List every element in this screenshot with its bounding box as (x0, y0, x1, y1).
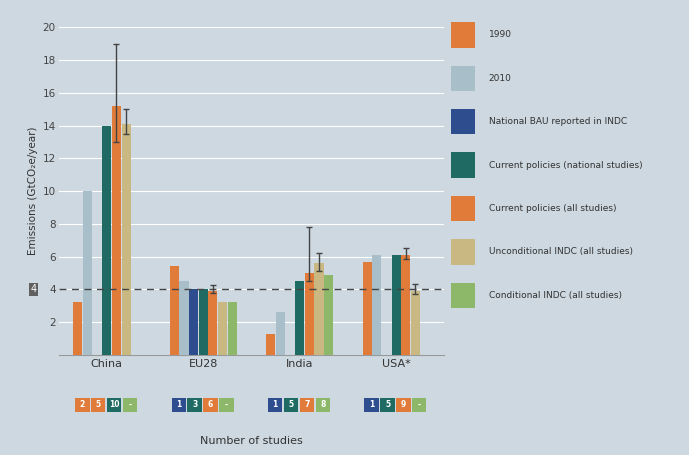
Text: 2010: 2010 (489, 74, 512, 83)
Text: 10: 10 (109, 400, 119, 410)
Bar (451, 152, 475, 178)
Bar (372, 255, 382, 355)
Bar (391, 255, 401, 355)
Bar (169, 267, 179, 355)
Bar (179, 281, 189, 355)
Text: -: - (128, 400, 132, 410)
Text: 1: 1 (369, 400, 374, 410)
Bar (102, 126, 112, 355)
Bar (121, 124, 131, 355)
Text: 4: 4 (30, 284, 37, 294)
Text: 4: 4 (462, 284, 469, 294)
Bar (451, 109, 475, 135)
Text: Conditional INDC (all studies): Conditional INDC (all studies) (489, 291, 621, 300)
Bar (314, 263, 324, 355)
Bar (189, 289, 198, 355)
Text: Current policies (national studies): Current policies (national studies) (489, 161, 642, 170)
Bar (266, 334, 276, 355)
Bar (83, 191, 92, 355)
Bar (451, 66, 475, 91)
Text: Number of studies: Number of studies (200, 435, 303, 445)
Text: 1: 1 (176, 400, 181, 410)
Bar (208, 291, 218, 355)
Text: 5: 5 (96, 400, 101, 410)
Text: 9: 9 (401, 400, 406, 410)
Text: Current policies (all studies): Current policies (all studies) (489, 204, 616, 213)
Text: 7: 7 (305, 400, 309, 410)
Text: National BAU reported in INDC: National BAU reported in INDC (489, 117, 627, 126)
Bar (411, 291, 420, 355)
Bar (451, 283, 475, 308)
Text: 1: 1 (273, 400, 278, 410)
Bar (401, 255, 411, 355)
Bar (218, 303, 227, 355)
Text: 3: 3 (192, 400, 197, 410)
Text: 8: 8 (320, 400, 325, 410)
Bar (324, 275, 333, 355)
Text: Unconditional INDC (all studies): Unconditional INDC (all studies) (489, 248, 633, 257)
Bar (73, 303, 83, 355)
Text: 5: 5 (289, 400, 294, 410)
Text: 6: 6 (208, 400, 213, 410)
Bar (276, 312, 285, 355)
Text: -: - (418, 400, 421, 410)
Bar (112, 106, 121, 355)
Bar (362, 262, 372, 355)
Text: 5: 5 (385, 400, 390, 410)
Bar (305, 273, 314, 355)
Bar (451, 239, 475, 265)
Y-axis label: Emissions (GtCO₂e/year): Emissions (GtCO₂e/year) (28, 127, 39, 255)
Text: 1990: 1990 (489, 30, 512, 40)
Bar (198, 288, 208, 355)
Bar (451, 196, 475, 221)
Bar (227, 303, 237, 355)
Bar (451, 22, 475, 48)
Text: 2: 2 (80, 400, 85, 410)
Text: -: - (225, 400, 228, 410)
Bar (295, 281, 305, 355)
